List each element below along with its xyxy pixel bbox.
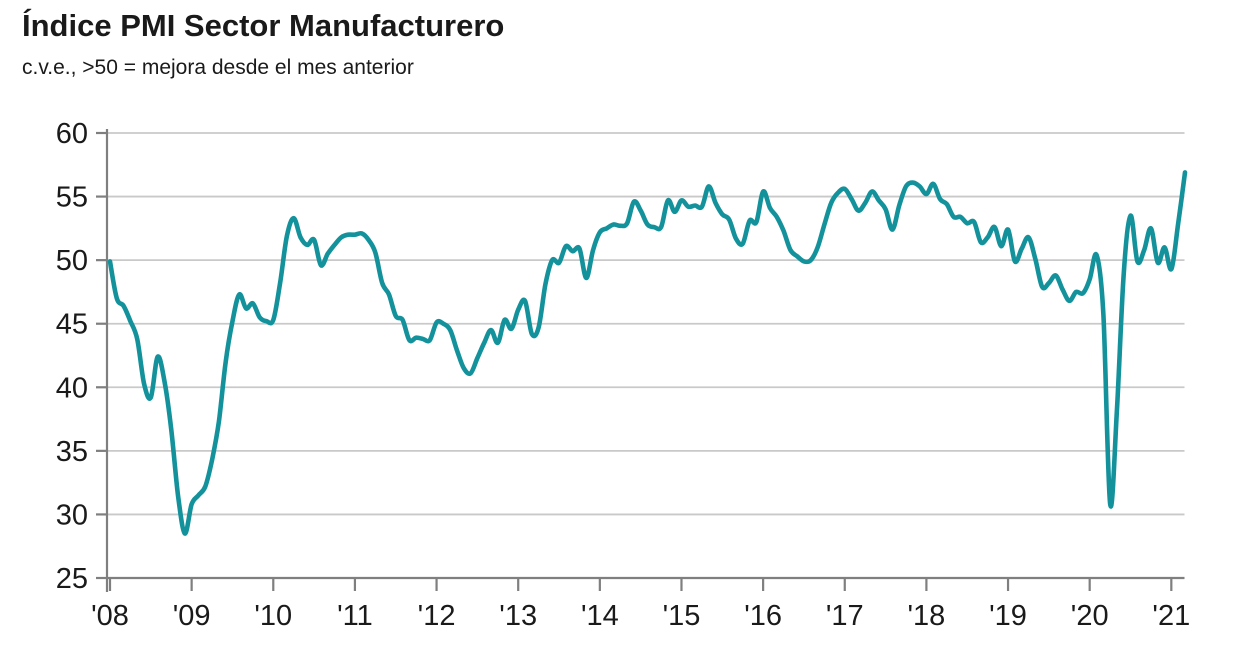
y-tick-label-25: 25 (56, 563, 88, 595)
x-tick-label-12: '20 (1071, 600, 1109, 632)
pmi-series-line (107, 170, 1188, 536)
y-tick-label-50: 50 (56, 245, 88, 277)
x-tick-label-1: '09 (173, 600, 211, 632)
x-tick-label-2: '10 (254, 600, 292, 632)
y-tick-label-30: 30 (56, 499, 88, 531)
x-tick-label-13: '21 (1152, 600, 1190, 632)
x-tick-label-10: '18 (908, 600, 946, 632)
x-tick-label-0: '08 (91, 600, 129, 632)
x-tick-label-6: '14 (581, 600, 619, 632)
y-tick-label-60: 60 (56, 118, 88, 150)
x-tick-label-8: '16 (744, 600, 782, 632)
x-tick-label-3: '11 (337, 600, 373, 632)
x-tick-label-5: '13 (499, 600, 537, 632)
chart-subtitle: c.v.e., >50 = mejora desde el mes anteri… (22, 56, 414, 79)
y-tick-label-40: 40 (56, 372, 88, 404)
chart-title: Índice PMI Sector Manufacturero (22, 8, 505, 43)
x-tick-label-11: '19 (989, 600, 1027, 632)
y-tick-label-55: 55 (56, 182, 88, 214)
y-tick-label-45: 45 (56, 309, 88, 341)
x-tick-label-4: '12 (418, 600, 456, 632)
x-tick-label-7: '15 (663, 600, 701, 632)
y-tick-label-35: 35 (56, 436, 88, 468)
x-tick-label-9: '17 (826, 600, 864, 632)
